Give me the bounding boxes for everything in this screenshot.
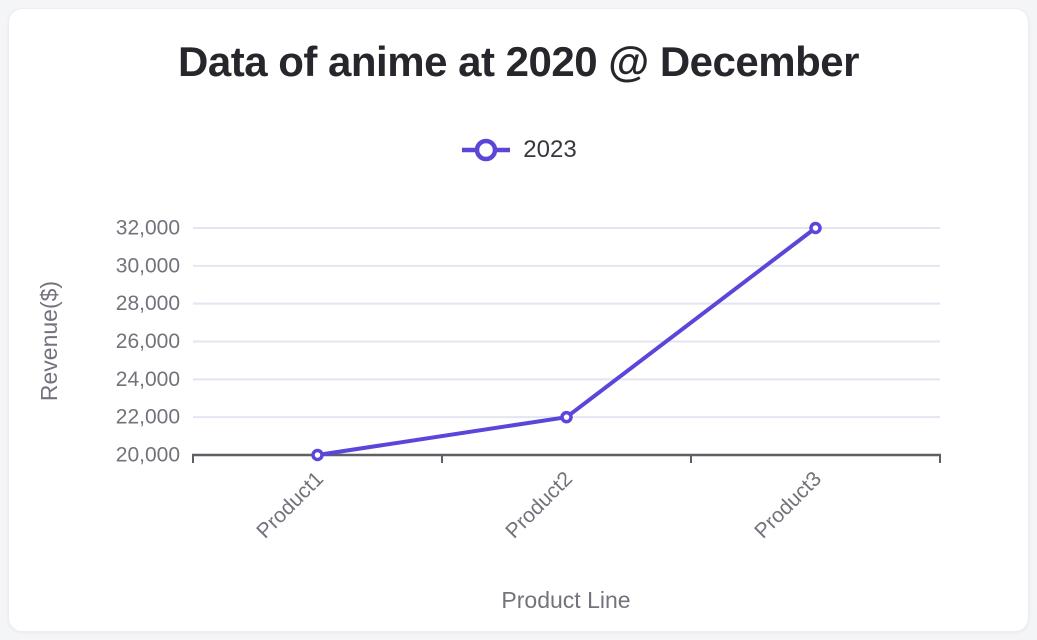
y-tick-label: 22,000 bbox=[116, 406, 180, 429]
chart-card bbox=[8, 8, 1029, 632]
axes bbox=[192, 453, 941, 463]
x-axis-tick-labels: Product1 Product2 Product3 bbox=[252, 467, 826, 543]
data-point-product1[interactable] bbox=[311, 448, 324, 462]
x-axis-title: Product Line bbox=[501, 587, 630, 613]
legend-item-2023[interactable]: 2023 bbox=[460, 136, 577, 164]
gridlines bbox=[193, 227, 940, 419]
legend: 2023 bbox=[0, 136, 1037, 164]
x-tick-label-product1: Product1 bbox=[252, 467, 328, 543]
data-point-product3[interactable] bbox=[809, 221, 822, 235]
y-tick-label: 32,000 bbox=[116, 217, 180, 240]
y-tick-label: 30,000 bbox=[116, 254, 180, 277]
y-tick-label: 20,000 bbox=[116, 444, 180, 467]
series-2023 bbox=[311, 221, 822, 462]
y-tick-label: 28,000 bbox=[116, 292, 180, 315]
y-tick-label: 24,000 bbox=[116, 368, 180, 391]
y-axis-tick-labels: 20,000 22,000 24,000 26,000 28,000 30,000 32,0… bbox=[116, 217, 180, 467]
y-axis-title: Revenue($) bbox=[36, 281, 62, 401]
legend-label: 2023 bbox=[523, 136, 577, 163]
legend-marker-line-circle-icon bbox=[462, 138, 511, 162]
x-tick-label-product2: Product2 bbox=[501, 467, 577, 543]
x-tick-label-product3: Product3 bbox=[750, 467, 826, 543]
chart-title: Data of anime at 2020 @ December bbox=[178, 38, 859, 85]
y-tick-label: 26,000 bbox=[116, 330, 180, 353]
data-point-product2[interactable] bbox=[560, 410, 573, 424]
